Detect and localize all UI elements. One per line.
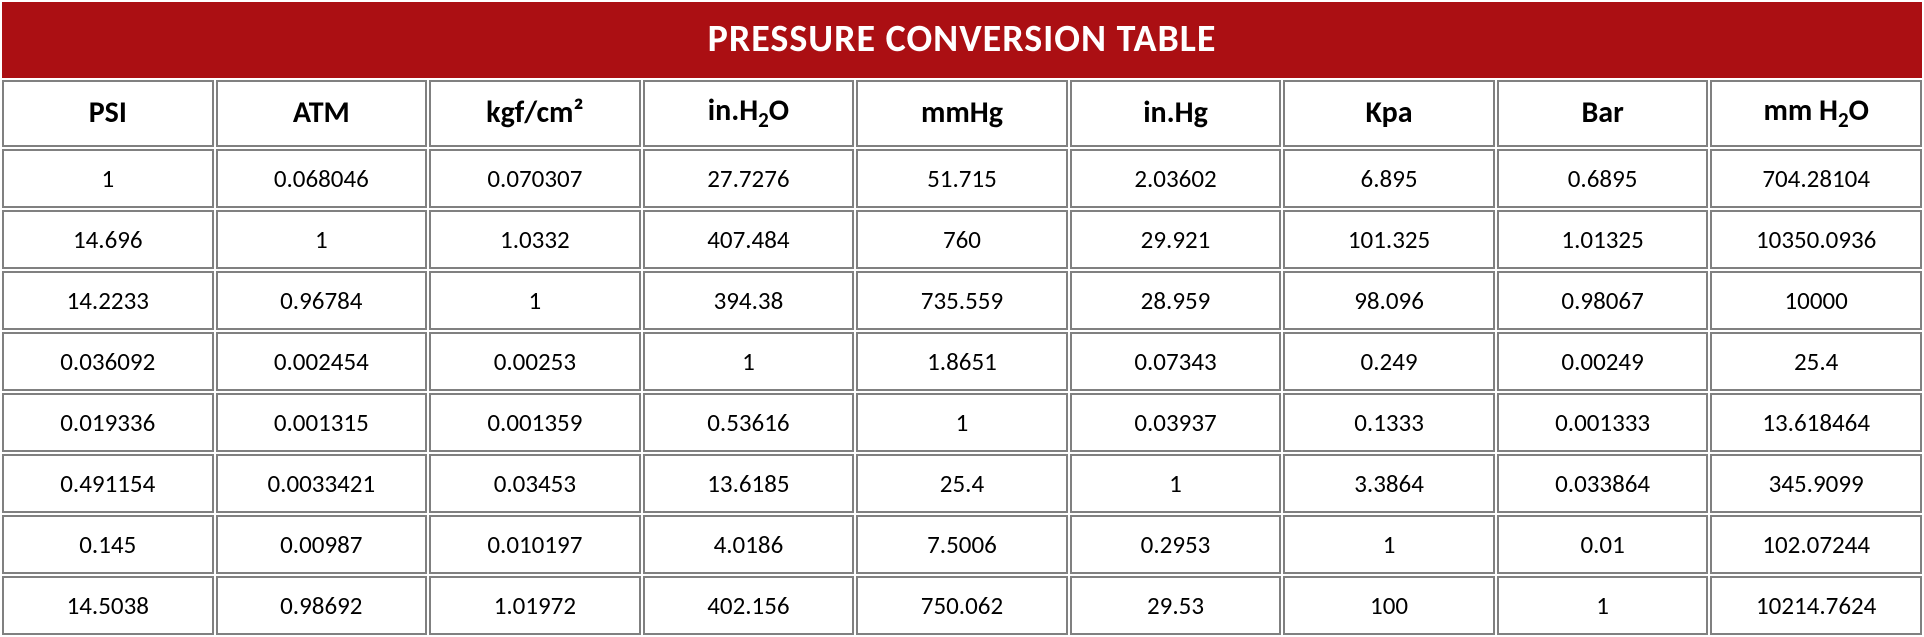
column-header: in.H2O xyxy=(643,80,855,147)
table-cell: 0.001333 xyxy=(1497,393,1709,452)
table-cell: 10214.7624 xyxy=(1710,576,1922,635)
table-cell: 1 xyxy=(2,149,214,208)
table-cell: 100 xyxy=(1283,576,1495,635)
table-cell: 0.010197 xyxy=(429,515,641,574)
table-cell: 0.1333 xyxy=(1283,393,1495,452)
table-cell: 704.28104 xyxy=(1710,149,1922,208)
table-cell: 0.145 xyxy=(2,515,214,574)
table-cell: 0.491154 xyxy=(2,454,214,513)
column-header: mmHg xyxy=(856,80,1068,147)
table-body: 10.0680460.07030727.727651.7152.036026.8… xyxy=(2,149,1922,635)
table-row: 10.0680460.07030727.727651.7152.036026.8… xyxy=(2,149,1922,208)
table-cell: 0.00987 xyxy=(216,515,428,574)
table-cell: 0.98692 xyxy=(216,576,428,635)
table-row: 0.0360920.0024540.0025311.86510.073430.2… xyxy=(2,332,1922,391)
column-header: mm H2O xyxy=(1710,80,1922,147)
table-cell: 735.559 xyxy=(856,271,1068,330)
column-header: PSI xyxy=(2,80,214,147)
table-cell: 1.0332 xyxy=(429,210,641,269)
table-cell: 0.03937 xyxy=(1070,393,1282,452)
table-cell: 102.07244 xyxy=(1710,515,1922,574)
table-cell: 0.001315 xyxy=(216,393,428,452)
table-row: 14.50380.986921.01972402.156750.06229.53… xyxy=(2,576,1922,635)
table-cell: 1 xyxy=(643,332,855,391)
table-cell: 1 xyxy=(1070,454,1282,513)
table-cell: 101.325 xyxy=(1283,210,1495,269)
table-cell: 0.00253 xyxy=(429,332,641,391)
table-cell: 14.696 xyxy=(2,210,214,269)
table-cell: 14.5038 xyxy=(2,576,214,635)
table-cell: 98.096 xyxy=(1283,271,1495,330)
table-cell: 1 xyxy=(1497,576,1709,635)
table-cell: 51.715 xyxy=(856,149,1068,208)
table-cell: 394.38 xyxy=(643,271,855,330)
table-cell: 28.959 xyxy=(1070,271,1282,330)
table-cell: 29.921 xyxy=(1070,210,1282,269)
table-cell: 0.249 xyxy=(1283,332,1495,391)
table-cell: 0.03453 xyxy=(429,454,641,513)
table-cell: 25.4 xyxy=(856,454,1068,513)
table-cell: 345.9099 xyxy=(1710,454,1922,513)
table-cell: 2.03602 xyxy=(1070,149,1282,208)
column-header: ATM xyxy=(216,80,428,147)
table-cell: 7.5006 xyxy=(856,515,1068,574)
table-cell: 0.98067 xyxy=(1497,271,1709,330)
table-cell: 0.96784 xyxy=(216,271,428,330)
table-cell: 1 xyxy=(216,210,428,269)
column-header: kgf/cm² xyxy=(429,80,641,147)
column-header: Bar xyxy=(1497,80,1709,147)
table-row: 0.1450.009870.0101974.01867.50060.295310… xyxy=(2,515,1922,574)
table-cell: 0.001359 xyxy=(429,393,641,452)
table-cell: 1.01972 xyxy=(429,576,641,635)
table-cell: 1 xyxy=(856,393,1068,452)
table-cell: 1.8651 xyxy=(856,332,1068,391)
table-cell: 407.484 xyxy=(643,210,855,269)
table-cell: 0.068046 xyxy=(216,149,428,208)
table-cell: 0.6895 xyxy=(1497,149,1709,208)
table-cell: 3.3864 xyxy=(1283,454,1495,513)
table-cell: 6.895 xyxy=(1283,149,1495,208)
conversion-table: PRESSURE CONVERSION TABLE PSIATMkgf/cm²i… xyxy=(0,0,1924,637)
table-cell: 0.019336 xyxy=(2,393,214,452)
table-cell: 13.6185 xyxy=(643,454,855,513)
pressure-conversion-table: PRESSURE CONVERSION TABLE PSIATMkgf/cm²i… xyxy=(0,0,1924,637)
table-cell: 0.07343 xyxy=(1070,332,1282,391)
table-cell: 27.7276 xyxy=(643,149,855,208)
table-cell: 10350.0936 xyxy=(1710,210,1922,269)
table-title: PRESSURE CONVERSION TABLE xyxy=(2,2,1922,78)
table-cell: 0.002454 xyxy=(216,332,428,391)
table-row: 14.22330.967841394.38735.55928.95998.096… xyxy=(2,271,1922,330)
table-cell: 29.53 xyxy=(1070,576,1282,635)
table-header-row: PSIATMkgf/cm²in.H2OmmHgin.HgKpaBarmm H2O xyxy=(2,80,1922,147)
table-cell: 402.156 xyxy=(643,576,855,635)
table-cell: 13.618464 xyxy=(1710,393,1922,452)
table-cell: 0.00249 xyxy=(1497,332,1709,391)
table-cell: 750.062 xyxy=(856,576,1068,635)
table-cell: 0.53616 xyxy=(643,393,855,452)
table-cell: 1 xyxy=(1283,515,1495,574)
table-cell: 0.036092 xyxy=(2,332,214,391)
table-row: 0.4911540.00334210.0345313.618525.413.38… xyxy=(2,454,1922,513)
table-cell: 1.01325 xyxy=(1497,210,1709,269)
column-header: Kpa xyxy=(1283,80,1495,147)
table-title-row: PRESSURE CONVERSION TABLE xyxy=(2,2,1922,78)
table-cell: 0.2953 xyxy=(1070,515,1282,574)
table-cell: 760 xyxy=(856,210,1068,269)
table-cell: 0.070307 xyxy=(429,149,641,208)
table-cell: 10000 xyxy=(1710,271,1922,330)
table-row: 14.69611.0332407.48476029.921101.3251.01… xyxy=(2,210,1922,269)
table-cell: 0.0033421 xyxy=(216,454,428,513)
table-cell: 0.033864 xyxy=(1497,454,1709,513)
column-header: in.Hg xyxy=(1070,80,1282,147)
table-cell: 4.0186 xyxy=(643,515,855,574)
table-row: 0.0193360.0013150.0013590.5361610.039370… xyxy=(2,393,1922,452)
table-cell: 14.2233 xyxy=(2,271,214,330)
table-cell: 1 xyxy=(429,271,641,330)
table-cell: 25.4 xyxy=(1710,332,1922,391)
table-cell: 0.01 xyxy=(1497,515,1709,574)
